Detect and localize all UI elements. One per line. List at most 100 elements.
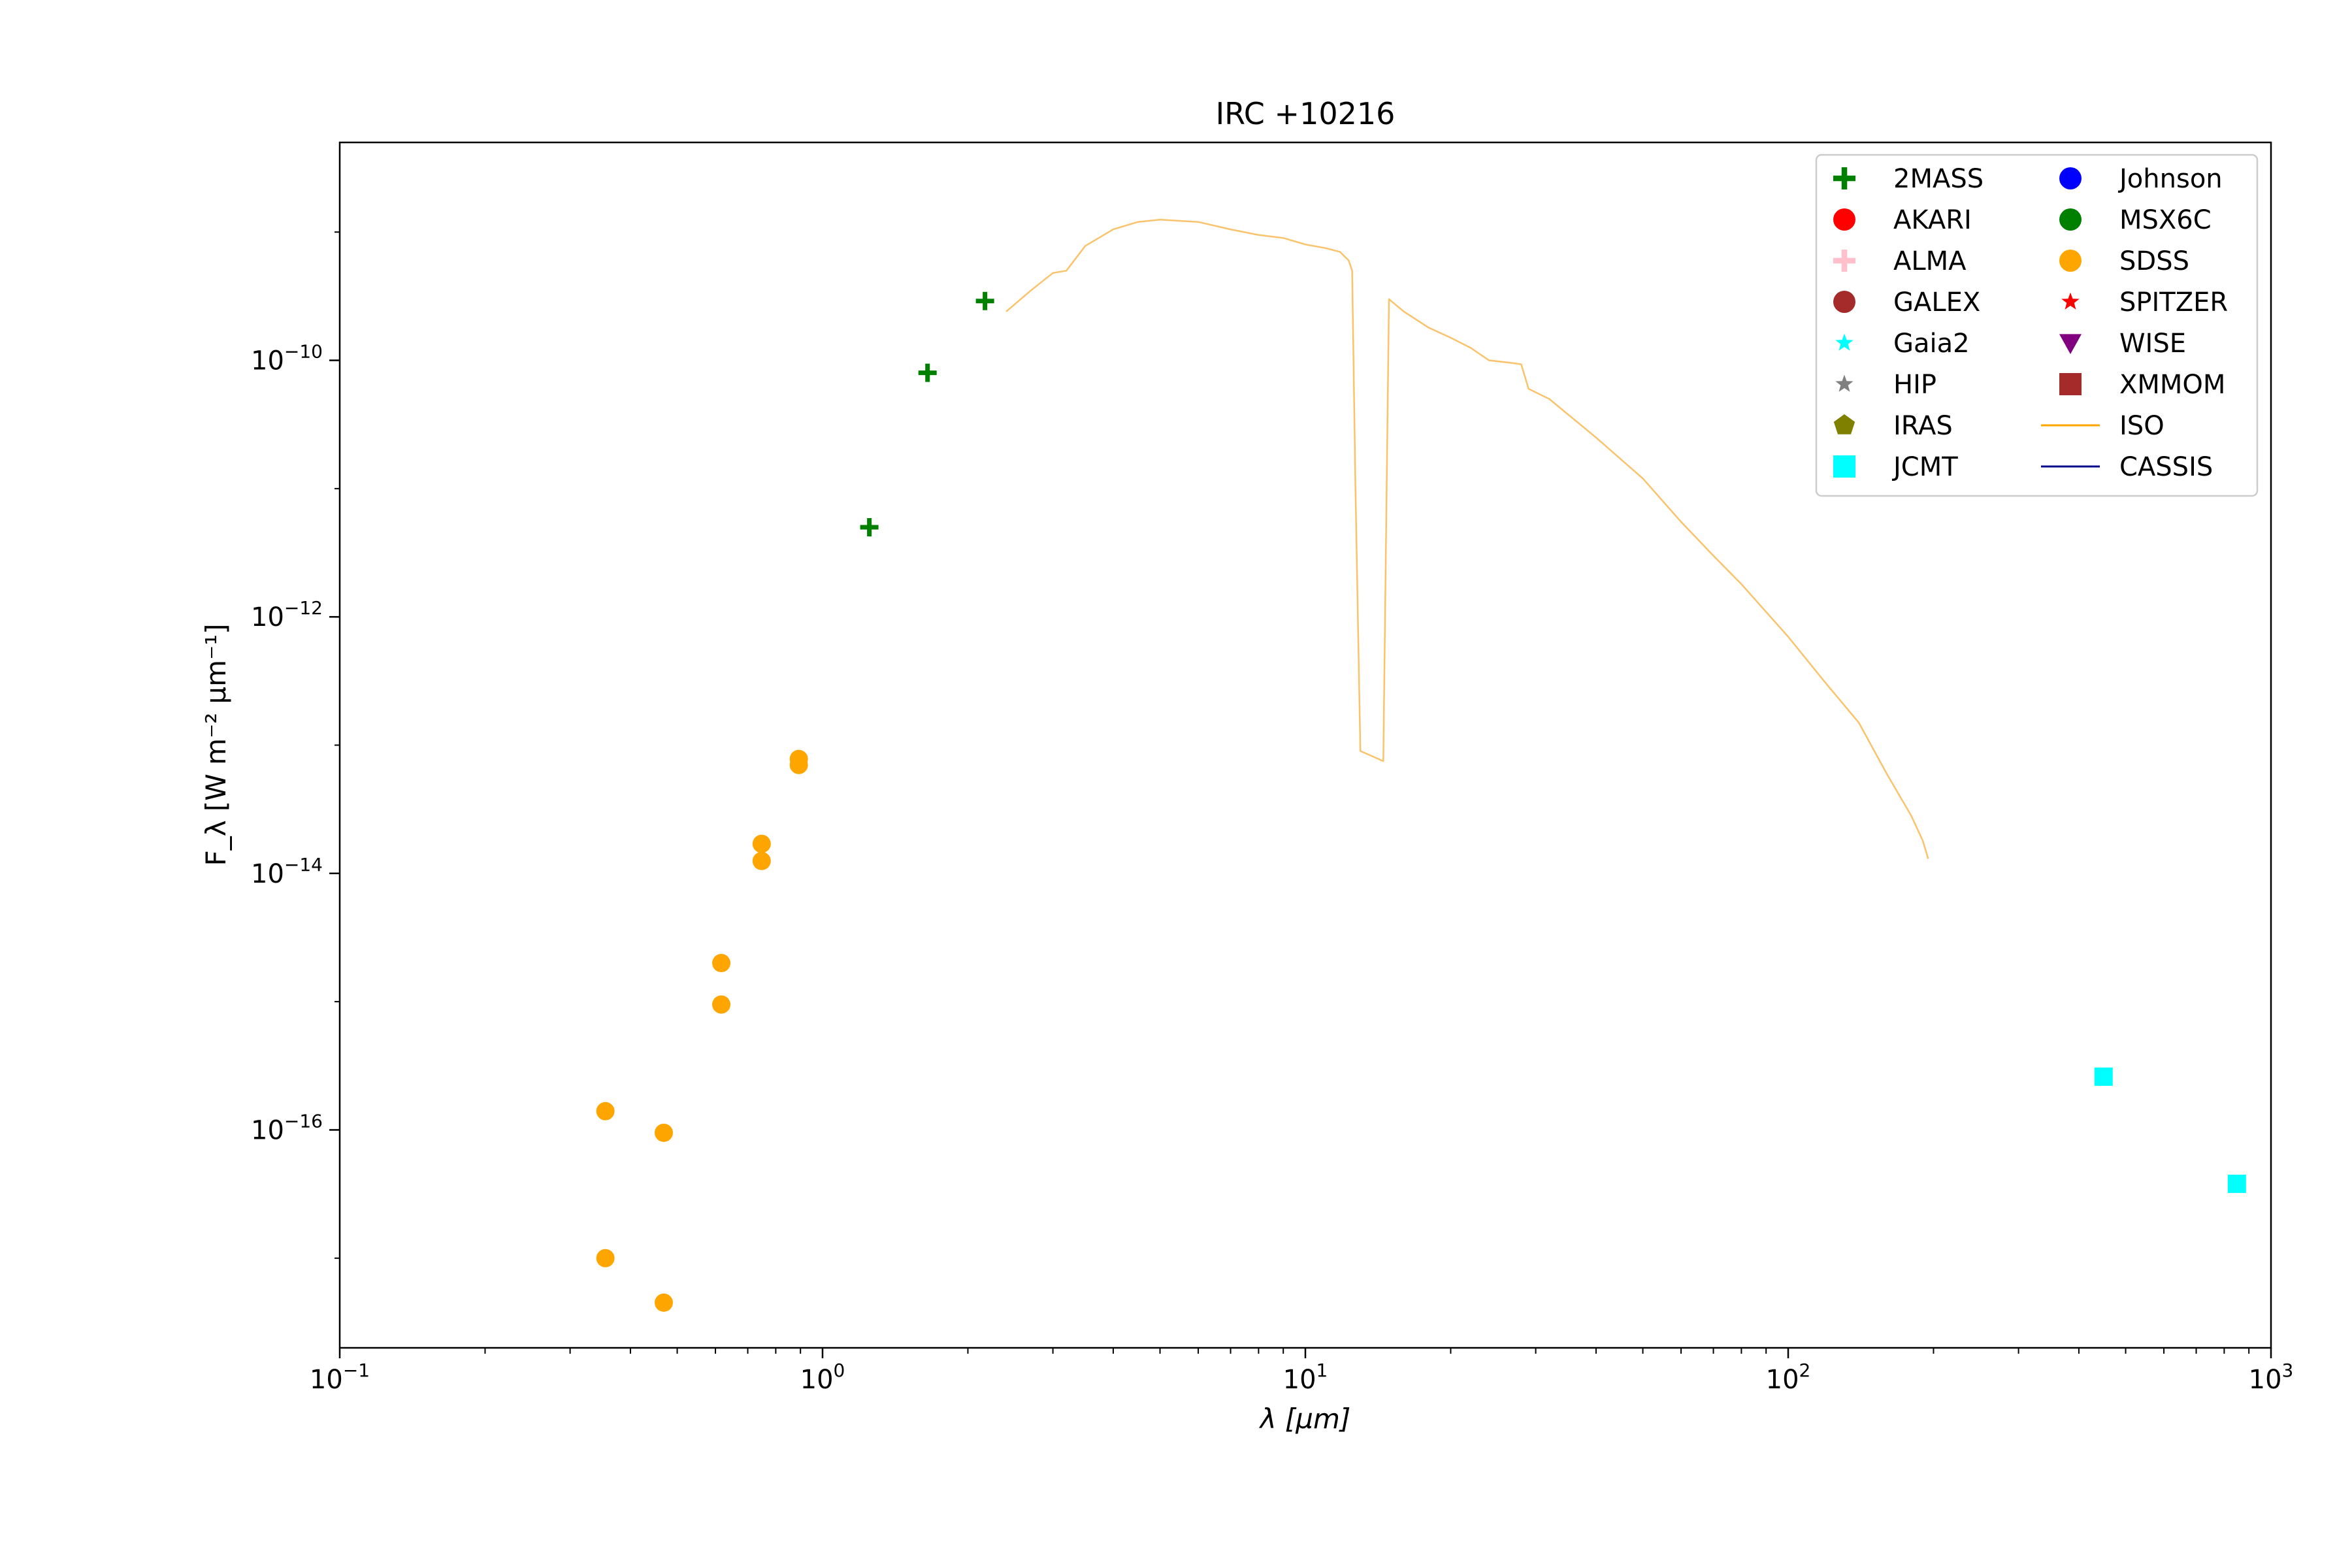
chart-title: IRC +10216 [1216, 96, 1396, 131]
legend-label: SDSS [2119, 246, 2189, 276]
series-jcmt [2094, 1067, 2246, 1193]
x-tick-exp: 1 [1316, 1360, 1328, 1381]
series-line-iso [1005, 218, 1929, 859]
legend-marker-alma [1833, 250, 1855, 272]
legend: 2MASS AKARI ALMA GALEX Gaia2 HIP IRAS JCMT Johns… [1815, 154, 2259, 497]
series-iso [1005, 218, 1929, 859]
legend-marker-sdss [2059, 250, 2082, 272]
x-tick-exp: 2 [1799, 1360, 1811, 1381]
x-tick-exp: −1 [343, 1360, 370, 1381]
legend-marker-wise [2059, 334, 2082, 354]
x-axis-label: λ [μm] [1259, 1403, 1351, 1435]
legend-entry-xmmom: XMMOM [2059, 370, 2225, 400]
legend-entry-cassis: CASSIS [2041, 452, 2213, 482]
x-tick-exp: 0 [834, 1360, 845, 1381]
legend-label: GALEX [1893, 287, 1980, 318]
y-tick-label: 10−10 [251, 341, 323, 376]
data-point-sdss [712, 995, 731, 1014]
legend-label: WISE [2119, 329, 2186, 359]
legend-marker-2mass [1833, 167, 1855, 189]
y-tick-label: 10−16 [251, 1110, 323, 1145]
legend-entry-akari: AKARI [1833, 205, 1972, 235]
legend-entry-iso: ISO [2041, 411, 2164, 441]
legend-entry-sdss: SDSS [2059, 246, 2189, 276]
x-tick-base: 10 [2249, 1365, 2282, 1395]
legend-label: AKARI [1893, 205, 1972, 235]
y-tick-base: 10 [251, 346, 284, 376]
data-point-2mass [918, 363, 937, 382]
x-tick-label: 100 [800, 1360, 845, 1395]
legend-label: Johnson [2117, 164, 2223, 194]
data-point-sdss [752, 834, 771, 853]
data-point-2mass [860, 517, 879, 536]
legend-marker-galex [1833, 291, 1855, 313]
legend-label: MSX6C [2119, 205, 2212, 235]
legend-entry-jcmt: JCMT [1833, 452, 1958, 482]
data-point-sdss [789, 755, 808, 774]
y-tick-base: 10 [251, 1115, 284, 1145]
legend-entry-hip: HIP [1835, 370, 1936, 400]
legend-entry-iras: IRAS [1833, 411, 1953, 441]
x-tick-base: 10 [800, 1365, 834, 1395]
x-tick-base: 10 [1766, 1365, 1799, 1395]
legend-label: Gaia2 [1893, 329, 1970, 359]
data-point-2mass [975, 291, 994, 310]
legend-marker-gaia2 [1835, 333, 1854, 351]
y-tick-base: 10 [251, 602, 284, 632]
data-point-sdss [654, 1123, 673, 1142]
y-tick-exp: −16 [284, 1110, 323, 1132]
x-tick-base: 10 [310, 1365, 343, 1395]
legend-marker-iras [1833, 414, 1855, 434]
x-tick-label: 101 [1283, 1360, 1328, 1395]
legend-entry-alma: ALMA [1833, 246, 1967, 276]
data-point-jcmt [2227, 1174, 2246, 1193]
x-tick-label: 103 [2249, 1360, 2294, 1395]
y-axis-label: F_λ [W m⁻² μm⁻¹] [200, 624, 232, 866]
x-tick-label: 10−1 [310, 1360, 370, 1395]
x-tick-exp: 3 [2282, 1360, 2294, 1381]
legend-label: IRAS [1893, 411, 1953, 441]
legend-marker-jcmt [1833, 455, 1855, 478]
legend-entry-2mass: 2MASS [1833, 164, 1984, 194]
y-tick-exp: −12 [284, 597, 323, 619]
legend-label: XMMOM [2119, 370, 2225, 400]
data-point-jcmt [2094, 1067, 2113, 1086]
y-tick-base: 10 [251, 859, 284, 889]
legend-label: HIP [1893, 370, 1936, 400]
y-tick-label: 10−12 [251, 597, 323, 632]
legend-marker-hip [1835, 374, 1854, 392]
legend-marker-msx6c [2059, 208, 2082, 231]
data-point-sdss [596, 1249, 615, 1267]
legend-label: CASSIS [2119, 452, 2213, 482]
x-tick-base: 10 [1283, 1365, 1316, 1395]
data-point-sdss [596, 1102, 615, 1120]
series-2mass [860, 291, 994, 536]
legend-frame [1815, 154, 2259, 497]
legend-entry-galex: GALEX [1833, 287, 1980, 318]
legend-entry-spitzer: SPITZER [2061, 287, 2228, 318]
data-point-sdss [712, 954, 731, 973]
legend-entry-johnson: Johnson [2059, 164, 2223, 194]
legend-label: ISO [2119, 411, 2164, 441]
y-tick-exp: −10 [284, 341, 323, 363]
legend-entry-gaia2: Gaia2 [1835, 329, 1970, 359]
legend-label: JCMT [1891, 452, 1958, 482]
legend-label: 2MASS [1893, 164, 1984, 194]
legend-marker-johnson [2059, 167, 2082, 189]
x-tick-label: 102 [1766, 1360, 1811, 1395]
legend-marker-akari [1833, 208, 1855, 231]
y-tick-label: 10−14 [251, 854, 323, 889]
legend-label: SPITZER [2119, 287, 2228, 318]
legend-marker-xmmom [2059, 373, 2082, 395]
plot-frame [338, 141, 2272, 1349]
data-point-sdss [752, 851, 771, 870]
legend-entry-msx6c: MSX6C [2059, 205, 2212, 235]
series-sdss [596, 749, 808, 1312]
data-point-sdss [654, 1293, 673, 1312]
legend-label: ALMA [1893, 246, 1967, 276]
y-tick-exp: −14 [284, 854, 323, 875]
legend-entries: 2MASS AKARI ALMA GALEX Gaia2 HIP IRAS JCMT Johns… [1833, 164, 2228, 482]
series-layer [596, 218, 2246, 1312]
